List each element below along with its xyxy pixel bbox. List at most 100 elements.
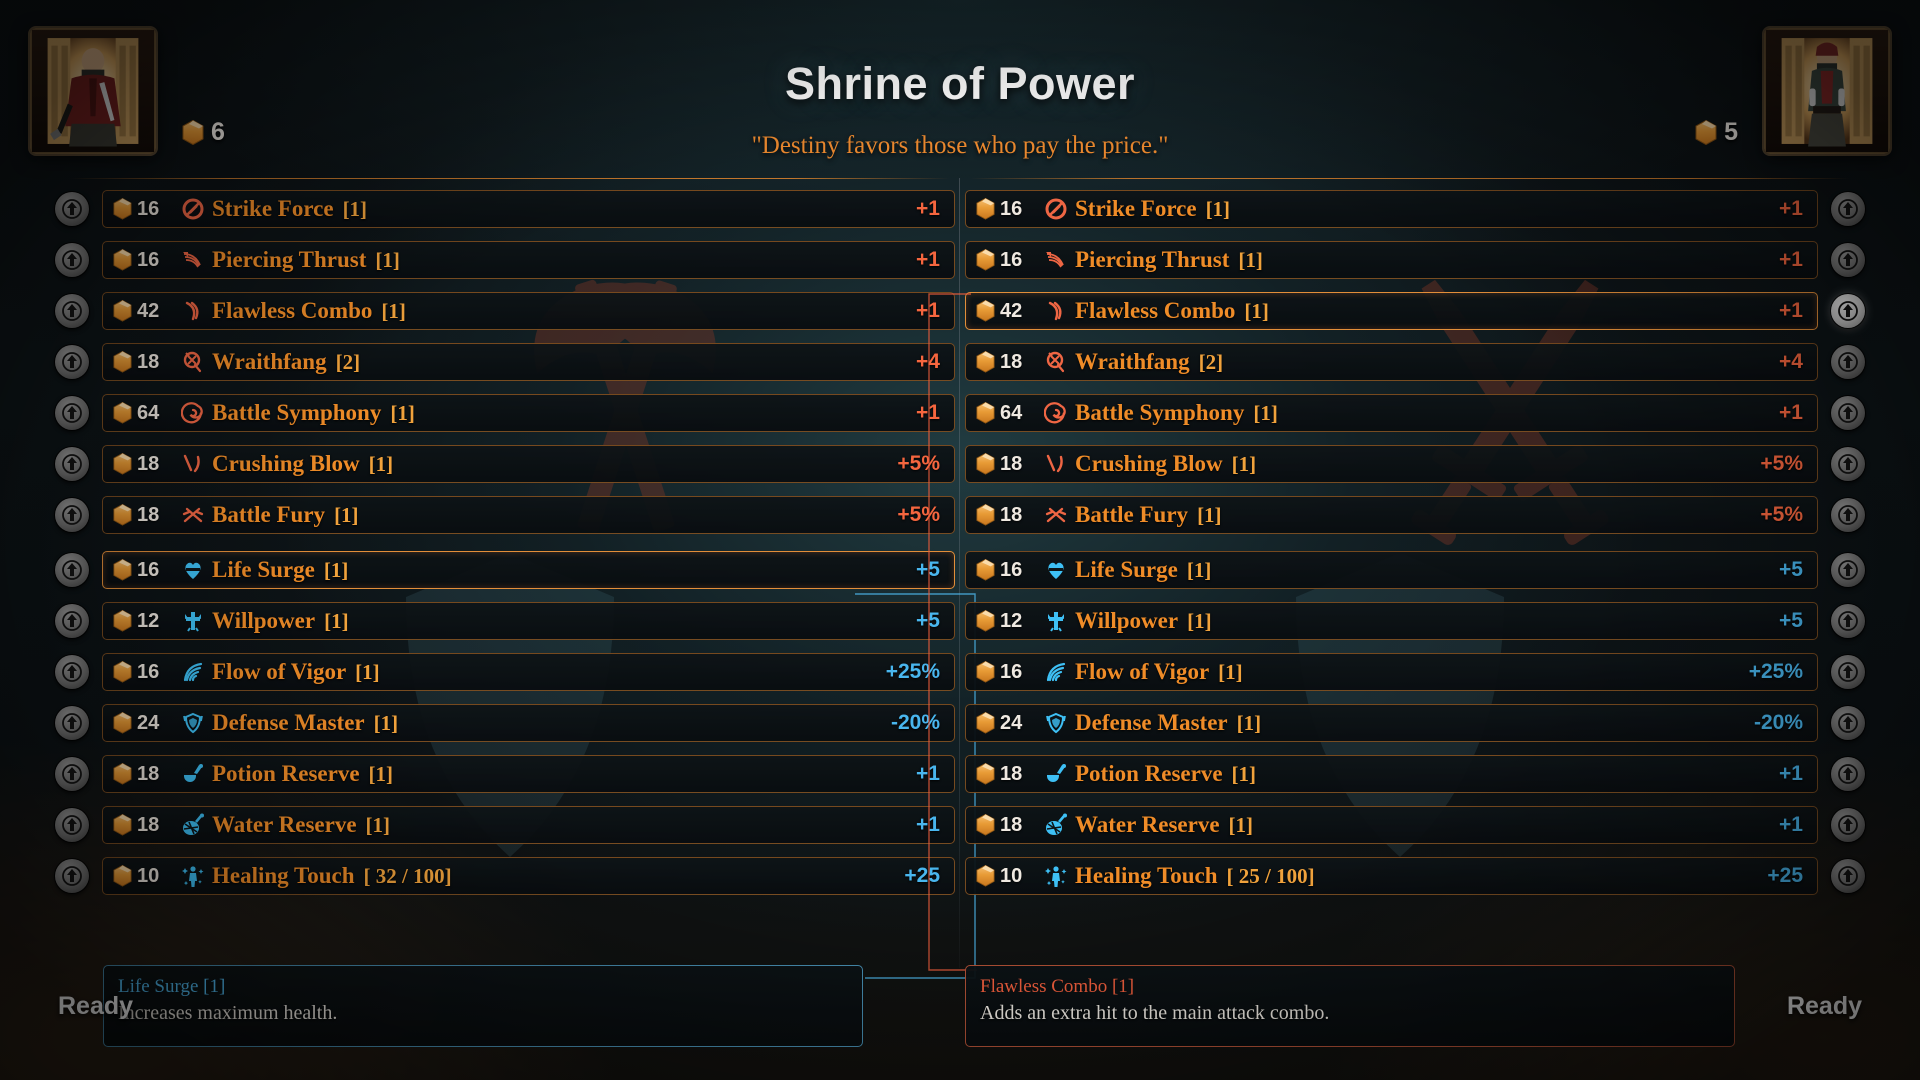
table-row[interactable]: 16 Strike Force [1] +1 — [965, 190, 1865, 228]
skill-row[interactable]: 18 Water Reserve [1] +1 — [965, 806, 1818, 844]
upgrade-button[interactable] — [55, 447, 89, 481]
skill-row[interactable]: 10 Healing Touch [ 32 / 100] +25 — [102, 857, 955, 895]
upgrade-button[interactable] — [55, 808, 89, 842]
crushing-blow-icon — [181, 452, 205, 476]
skill-row[interactable]: 18 Crushing Blow [1] +5% — [102, 445, 955, 483]
skill-row[interactable]: 18 Wraithfang [2] +4 — [965, 343, 1818, 381]
skill-bonus: -20% — [890, 711, 940, 734]
table-row[interactable]: 12 Willpower [1] +5 — [965, 602, 1865, 640]
ready-status-left[interactable]: Ready — [58, 992, 134, 1020]
upgrade-button[interactable] — [1831, 192, 1865, 226]
upgrade-button[interactable] — [55, 655, 89, 689]
skill-row[interactable]: 16 Life Surge [1] +5 — [102, 551, 955, 589]
skill-name: Battle Fury — [212, 502, 326, 527]
skill-row[interactable]: 24 Defense Master [1] -20% — [102, 704, 955, 742]
table-row[interactable]: 16 Piercing Thrust [1] +1 — [965, 241, 1865, 279]
upgrade-button[interactable] — [1831, 498, 1865, 532]
skill-level: [1] — [1236, 710, 1262, 735]
upgrade-button[interactable] — [1831, 294, 1865, 328]
skill-row[interactable]: 18 Crushing Blow [1] +5% — [965, 445, 1818, 483]
upgrade-button[interactable] — [1831, 243, 1865, 277]
skill-row[interactable]: 16 Strike Force [1] +1 — [965, 190, 1818, 228]
skill-level: [ 32 / 100] — [363, 863, 452, 888]
upgrade-button[interactable] — [55, 192, 89, 226]
table-row[interactable]: 16 Flow of Vigor [1] +25% — [55, 653, 955, 691]
tooltip-description: Increases maximum health. — [118, 1002, 338, 1024]
skill-row[interactable]: 16 Flow of Vigor [1] +25% — [965, 653, 1818, 691]
ready-status-right[interactable]: Ready — [1786, 992, 1862, 1020]
table-row[interactable]: 12 Willpower [1] +5 — [55, 602, 955, 640]
gem-icon — [976, 452, 995, 475]
skill-name: Defense Master — [1075, 710, 1228, 735]
tooltip-title: Life Surge [1] — [118, 976, 226, 997]
skill-row[interactable]: 16 Life Surge [1] +5 — [965, 551, 1818, 589]
skill-row[interactable]: 18 Potion Reserve [1] +1 — [965, 755, 1818, 793]
skill-row[interactable]: 18 Battle Fury [1] +5% — [102, 496, 955, 534]
table-row[interactable]: 16 Life Surge [1] +5 — [965, 551, 1865, 589]
table-row[interactable]: 18 Potion Reserve [1] +1 — [965, 755, 1865, 793]
skill-row[interactable]: 64 Battle Symphony [1] +1 — [965, 394, 1818, 432]
upgrade-button[interactable] — [1831, 447, 1865, 481]
table-row[interactable]: 18 Water Reserve [1] +1 — [55, 806, 955, 844]
upgrade-button[interactable] — [1831, 757, 1865, 791]
upgrade-button[interactable] — [1831, 604, 1865, 638]
left-skill-list: 16 Strike Force [1] +1 16 — [55, 190, 955, 908]
table-row[interactable]: 42 Flawless Combo [1] +1 — [55, 292, 955, 330]
table-row[interactable]: 16 Strike Force [1] +1 — [55, 190, 955, 228]
skill-row[interactable]: 42 Flawless Combo [1] +1 — [102, 292, 955, 330]
skill-row[interactable]: 24 Defense Master [1] -20% — [965, 704, 1818, 742]
upgrade-button[interactable] — [55, 604, 89, 638]
upgrade-button[interactable] — [55, 243, 89, 277]
gem-icon — [976, 401, 995, 424]
table-row[interactable]: 16 Flow of Vigor [1] +25% — [965, 653, 1865, 691]
skill-row[interactable]: 10 Healing Touch [ 25 / 100] +25 — [965, 857, 1818, 895]
skill-row[interactable]: 42 Flawless Combo [1] +1 — [965, 292, 1818, 330]
skill-row[interactable]: 64 Battle Symphony [1] +1 — [102, 394, 955, 432]
skill-row[interactable]: 16 Piercing Thrust [1] +1 — [102, 241, 955, 279]
upgrade-button[interactable] — [1831, 706, 1865, 740]
table-row[interactable]: 16 Piercing Thrust [1] +1 — [55, 241, 955, 279]
table-row[interactable]: 24 Defense Master [1] -20% — [965, 704, 1865, 742]
skill-row[interactable]: 12 Willpower [1] +5 — [102, 602, 955, 640]
upgrade-button[interactable] — [55, 345, 89, 379]
defense-master-icon — [181, 711, 205, 735]
table-row[interactable]: 18 Crushing Blow [1] +5% — [55, 445, 955, 483]
upgrade-button[interactable] — [55, 396, 89, 430]
upgrade-button[interactable] — [1831, 808, 1865, 842]
skill-row[interactable]: 18 Wraithfang [2] +4 — [102, 343, 955, 381]
table-row[interactable]: 24 Defense Master [1] -20% — [55, 704, 955, 742]
table-row[interactable]: 18 Wraithfang [2] +4 — [965, 343, 1865, 381]
skill-row[interactable]: 18 Water Reserve [1] +1 — [102, 806, 955, 844]
skill-cost-value: 18 — [1000, 503, 1023, 526]
upgrade-button[interactable] — [55, 498, 89, 532]
upgrade-button[interactable] — [55, 859, 89, 893]
upgrade-button[interactable] — [1831, 345, 1865, 379]
skill-bonus: +1 — [1779, 762, 1803, 785]
table-row[interactable]: 64 Battle Symphony [1] +1 — [55, 394, 955, 432]
table-row[interactable]: 16 Life Surge [1] +5 — [55, 551, 955, 589]
table-row[interactable]: 10 Healing Touch [ 25 / 100] +25 — [965, 857, 1865, 895]
skill-row[interactable]: 18 Battle Fury [1] +5% — [965, 496, 1818, 534]
skill-row[interactable]: 16 Piercing Thrust [1] +1 — [965, 241, 1818, 279]
table-row[interactable]: 18 Wraithfang [2] +4 — [55, 343, 955, 381]
skill-row[interactable]: 12 Willpower [1] +5 — [965, 602, 1818, 640]
table-row[interactable]: 18 Potion Reserve [1] +1 — [55, 755, 955, 793]
table-row[interactable]: 18 Water Reserve [1] +1 — [965, 806, 1865, 844]
upgrade-button[interactable] — [55, 757, 89, 791]
upgrade-button[interactable] — [1831, 655, 1865, 689]
table-row[interactable]: 10 Healing Touch [ 32 / 100] +25 — [55, 857, 955, 895]
skill-row[interactable]: 18 Potion Reserve [1] +1 — [102, 755, 955, 793]
upgrade-button[interactable] — [1831, 859, 1865, 893]
upgrade-button[interactable] — [1831, 396, 1865, 430]
table-row[interactable]: 18 Battle Fury [1] +5% — [965, 496, 1865, 534]
table-row[interactable]: 18 Crushing Blow [1] +5% — [965, 445, 1865, 483]
upgrade-button[interactable] — [55, 294, 89, 328]
skill-row[interactable]: 16 Strike Force [1] +1 — [102, 190, 955, 228]
upgrade-button[interactable] — [55, 553, 89, 587]
upgrade-button[interactable] — [55, 706, 89, 740]
skill-row[interactable]: 16 Flow of Vigor [1] +25% — [102, 653, 955, 691]
upgrade-button[interactable] — [1831, 553, 1865, 587]
table-row[interactable]: 42 Flawless Combo [1] +1 — [965, 292, 1865, 330]
table-row[interactable]: 64 Battle Symphony [1] +1 — [965, 394, 1865, 432]
table-row[interactable]: 18 Battle Fury [1] +5% — [55, 496, 955, 534]
